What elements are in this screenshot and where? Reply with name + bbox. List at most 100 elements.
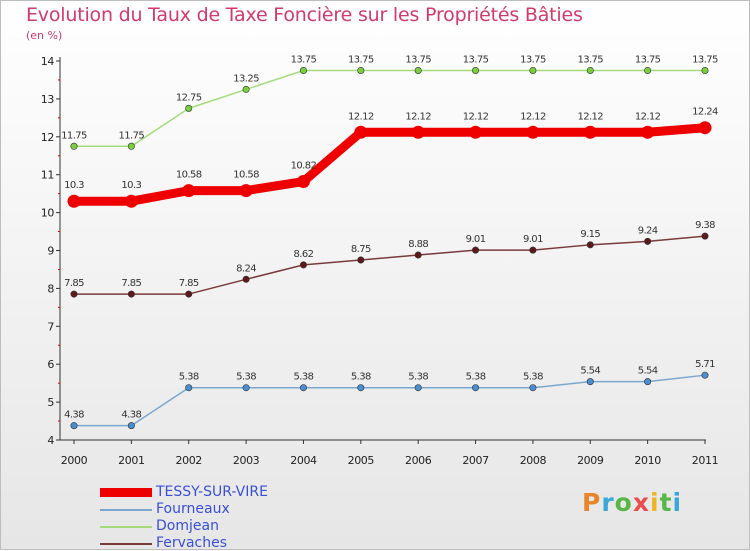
logo-letter: t: [659, 488, 673, 517]
y-tick-label: 5: [47, 396, 54, 409]
data-point-tessy-sur-vire: [67, 194, 81, 208]
data-point-tessy-sur-vire: [583, 125, 597, 139]
x-tick-label: 2001: [118, 454, 144, 467]
data-point-tessy-sur-vire: [469, 125, 483, 139]
data-label-domjean: 13.75: [405, 54, 431, 65]
data-point-tessy-sur-vire: [124, 194, 138, 208]
data-point-tessy-sur-vire: [182, 184, 196, 198]
data-point-domjean: [242, 85, 250, 93]
legend-swatch: [100, 488, 152, 497]
y-tick-label: 13: [41, 93, 55, 106]
y-tick-label: 4: [47, 434, 54, 447]
legend-item-tessy-sur-vire: TESSY-SUR-VIRE: [100, 484, 300, 500]
proxiti-logo: Proxiti: [582, 488, 682, 517]
data-label-tessy-sur-vire: 10.3: [64, 180, 84, 191]
data-label-fourneaux: 5.38: [408, 372, 428, 383]
x-tick-label: 2009: [577, 454, 604, 467]
x-tick-label: 2008: [520, 454, 547, 467]
x-tick-label: 2007: [462, 454, 489, 467]
data-label-fervaches: 9.24: [638, 225, 658, 236]
x-tick-label: 2004: [290, 454, 317, 467]
data-point-fourneaux: [299, 384, 307, 392]
legend-item-fervaches: Fervaches: [100, 535, 300, 551]
legend-swatch: [100, 526, 152, 528]
logo-letter: P: [582, 488, 602, 517]
data-point-fervaches: [414, 251, 422, 259]
series-line-domjean: [73, 69, 706, 148]
data-label-fourneaux: 5.38: [236, 372, 256, 383]
data-label-fourneaux: 5.54: [580, 366, 600, 377]
data-point-fervaches: [357, 256, 365, 264]
data-label-tessy-sur-vire: 10.82: [291, 161, 317, 172]
data-label-domjean: 11.75: [119, 130, 145, 141]
data-point-fervaches: [586, 241, 594, 249]
y-tick-label: 12: [41, 131, 54, 144]
data-point-fourneaux: [586, 378, 594, 386]
data-label-fervaches: 8.24: [236, 263, 256, 274]
data-point-fervaches: [644, 237, 652, 245]
data-label-domjean: 13.75: [635, 54, 661, 65]
y-tick-label: 11: [41, 169, 54, 182]
data-point-fervaches: [127, 290, 135, 298]
data-label-fourneaux: 5.71: [695, 359, 715, 370]
data-label-domjean: 13.75: [463, 54, 489, 65]
data-label-tessy-sur-vire: 12.24: [692, 107, 718, 118]
series-line-fervaches: [73, 235, 706, 295]
legend-label: Fervaches: [156, 535, 227, 551]
data-point-fervaches: [242, 275, 250, 283]
data-point-domjean: [529, 66, 537, 74]
data-point-domjean: [70, 142, 78, 150]
x-tick-label: 2010: [634, 454, 661, 467]
logo-letter: i: [672, 488, 683, 517]
data-label-tessy-sur-vire: 10.3: [121, 180, 141, 191]
data-label-domjean: 13.75: [577, 54, 603, 65]
data-point-fervaches: [529, 246, 537, 254]
y-unit-label: (en %): [26, 29, 63, 42]
data-label-tessy-sur-vire: 12.12: [520, 111, 546, 122]
data-label-fourneaux: 5.38: [294, 372, 314, 383]
data-label-fervaches: 7.85: [179, 278, 199, 289]
data-label-domjean: 13.75: [291, 54, 317, 65]
legend-item-fourneaux: Fourneaux: [100, 501, 300, 517]
data-label-fervaches: 8.75: [351, 244, 371, 255]
data-point-domjean: [299, 66, 307, 74]
data-label-tessy-sur-vire: 12.12: [577, 111, 603, 122]
data-label-fourneaux: 5.38: [466, 372, 486, 383]
data-label-fervaches: 7.85: [121, 278, 141, 289]
x-tick-label: 2011: [692, 454, 718, 467]
data-label-domjean: 13.75: [692, 54, 718, 65]
data-point-domjean: [185, 104, 193, 112]
data-point-fourneaux: [644, 378, 652, 386]
series-line-tessy-sur-vire: [69, 123, 710, 206]
y-tick-label: 10: [41, 207, 55, 220]
legend-label: Fourneaux: [156, 501, 230, 517]
x-tick-label: 2006: [405, 454, 432, 467]
data-point-fourneaux: [414, 384, 422, 392]
legend-swatch: [100, 509, 152, 511]
data-label-domjean: 12.75: [176, 92, 202, 103]
data-label-fervaches: 9.38: [695, 220, 715, 231]
data-label-domjean: 13.25: [233, 73, 259, 84]
data-label-tessy-sur-vire: 12.12: [405, 111, 431, 122]
data-point-fourneaux: [357, 384, 365, 392]
data-label-fervaches: 9.15: [580, 229, 600, 240]
data-point-fervaches: [701, 232, 709, 240]
data-label-fervaches: 9.01: [466, 234, 486, 245]
legend-label: Domjean: [156, 518, 219, 534]
data-point-domjean: [414, 66, 422, 74]
data-label-fourneaux: 4.38: [121, 410, 141, 421]
y-tick-label: 6: [47, 358, 54, 371]
data-point-tessy-sur-vire: [641, 125, 655, 139]
logo-letter: o: [614, 488, 633, 517]
data-point-domjean: [127, 142, 135, 150]
data-label-tessy-sur-vire: 12.12: [348, 111, 374, 122]
data-label-tessy-sur-vire: 10.58: [176, 170, 202, 181]
data-label-fourneaux: 4.38: [64, 410, 84, 421]
series-line-fourneaux: [73, 374, 706, 427]
data-point-fourneaux: [70, 422, 78, 430]
data-label-fourneaux: 5.38: [523, 372, 543, 383]
data-point-tessy-sur-vire: [354, 125, 368, 139]
data-point-domjean: [644, 66, 652, 74]
x-tick-label: 2000: [61, 454, 88, 467]
